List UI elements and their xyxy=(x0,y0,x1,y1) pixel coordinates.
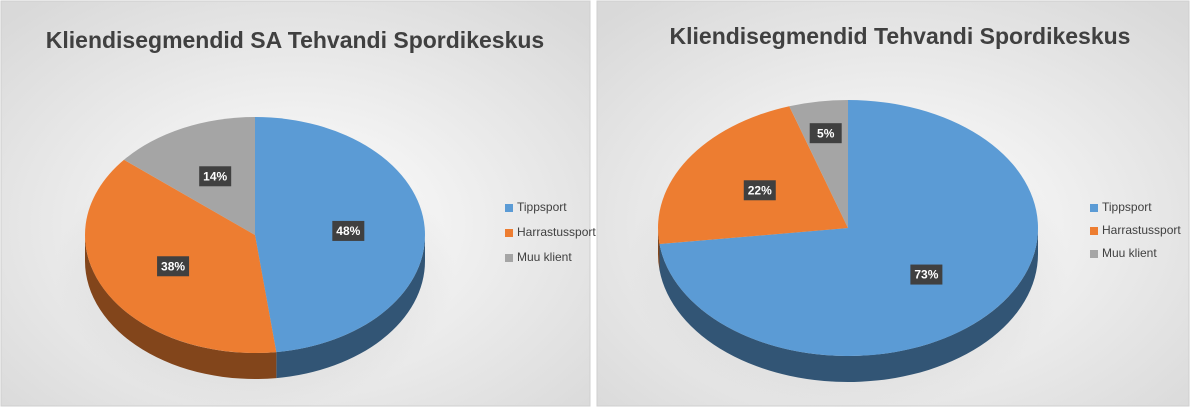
legend-swatch xyxy=(505,204,513,212)
data-label: 14% xyxy=(203,169,227,183)
legend-swatch xyxy=(1090,204,1098,212)
legend-label: Harrastussport xyxy=(517,225,596,239)
label-box xyxy=(910,264,943,285)
data-label: 73% xyxy=(914,268,938,282)
pie-side xyxy=(659,228,1038,383)
legend-label: Tippsport xyxy=(517,200,567,214)
data-label: 48% xyxy=(336,224,360,238)
label-box xyxy=(332,220,365,241)
pie-side xyxy=(658,228,660,271)
label-box xyxy=(199,166,232,187)
legend-swatch xyxy=(1090,250,1098,258)
label-box xyxy=(743,180,776,201)
legend-swatch xyxy=(505,254,513,262)
chart-title: Kliendisegmendid SA Tehvandi Spordikesku… xyxy=(46,27,544,53)
data-label: 22% xyxy=(748,183,772,197)
data-label: 38% xyxy=(161,259,185,273)
legend-swatch xyxy=(1090,227,1098,235)
pie-slice xyxy=(658,106,848,245)
label-box xyxy=(157,256,190,277)
legend-swatch xyxy=(505,229,513,237)
pie-side xyxy=(276,235,425,379)
label-box xyxy=(809,123,842,144)
chart-title: Kliendisegmendid Tehvandi Spordikeskus xyxy=(670,23,1131,49)
pie-side xyxy=(85,235,277,380)
legend-label: Muu klient xyxy=(1102,246,1157,260)
pie-slice xyxy=(659,100,1038,356)
pie-slice xyxy=(124,117,255,235)
legend-label: Tippsport xyxy=(1102,200,1152,214)
data-label: 5% xyxy=(817,126,835,140)
legend-label: Muu klient xyxy=(517,250,572,264)
legend-label: Harrastussport xyxy=(1102,223,1181,237)
